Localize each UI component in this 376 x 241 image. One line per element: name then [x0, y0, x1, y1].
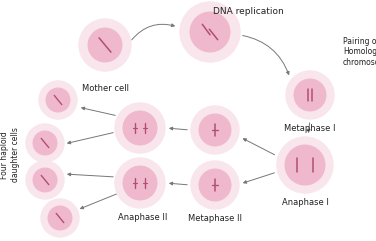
Text: DNA replication: DNA replication	[212, 7, 284, 16]
Text: Pairing of
Homologous
chromosome: Pairing of Homologous chromosome	[343, 37, 376, 67]
Text: Mother cell: Mother cell	[82, 84, 129, 93]
Circle shape	[88, 28, 122, 62]
Circle shape	[39, 81, 77, 119]
Circle shape	[286, 71, 334, 119]
Circle shape	[294, 79, 326, 111]
Circle shape	[199, 114, 231, 146]
Circle shape	[285, 145, 325, 185]
Circle shape	[26, 161, 64, 199]
Circle shape	[115, 158, 165, 208]
Text: Metaphase II: Metaphase II	[188, 214, 242, 223]
Circle shape	[123, 166, 157, 200]
Circle shape	[180, 2, 240, 62]
Circle shape	[41, 199, 79, 237]
Circle shape	[115, 103, 165, 153]
Text: Anaphase I: Anaphase I	[282, 198, 329, 207]
Circle shape	[190, 12, 230, 52]
Circle shape	[199, 169, 231, 201]
Circle shape	[191, 161, 239, 209]
Circle shape	[277, 137, 333, 193]
Circle shape	[79, 19, 131, 71]
Circle shape	[33, 131, 57, 155]
Text: Anaphase II: Anaphase II	[118, 213, 168, 222]
Circle shape	[48, 206, 72, 230]
Text: Metaphase I: Metaphase I	[284, 124, 336, 133]
Circle shape	[191, 106, 239, 154]
Circle shape	[26, 124, 64, 162]
Circle shape	[46, 88, 70, 112]
Text: Four haploid
daughter cells: Four haploid daughter cells	[0, 127, 20, 182]
Circle shape	[33, 168, 57, 192]
Circle shape	[123, 111, 157, 145]
